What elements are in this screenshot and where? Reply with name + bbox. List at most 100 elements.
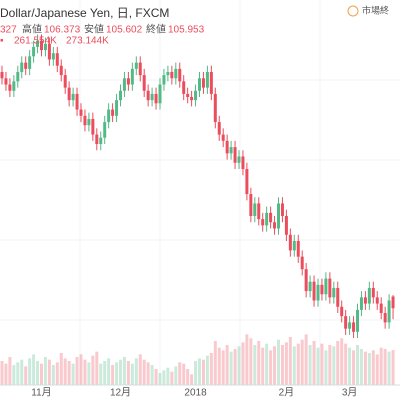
candle-body <box>75 93 79 110</box>
volume-bar <box>4 363 8 385</box>
volume-bar <box>186 369 190 385</box>
candle-body <box>182 81 186 94</box>
candle-body <box>261 219 265 226</box>
candle-body <box>344 316 348 329</box>
candle-body <box>379 303 383 314</box>
candle-body <box>71 93 75 101</box>
candle-body <box>336 287 340 307</box>
volume-bar <box>253 345 257 385</box>
candle-body <box>83 115 87 126</box>
candle-body <box>178 68 182 82</box>
volume-ma-value: 273.144K <box>66 36 109 47</box>
candle-body <box>371 287 375 298</box>
candle-body <box>233 147 237 163</box>
volume-bar <box>359 349 363 385</box>
x-axis-band <box>0 385 400 400</box>
volume-bar <box>205 355 209 385</box>
volume-bar <box>174 366 178 385</box>
volume-bar <box>201 359 205 385</box>
candle-body <box>130 68 134 85</box>
candle-body <box>205 71 209 88</box>
candle-body <box>40 40 43 51</box>
volume-bar <box>280 345 284 385</box>
volume-bar <box>36 361 40 385</box>
candle-body <box>51 53 55 60</box>
volume-bar <box>288 337 292 385</box>
volume-bar <box>320 343 324 385</box>
candle-body <box>356 309 359 332</box>
high-value: 106.373 <box>44 25 81 36</box>
volume-bar <box>0 361 4 385</box>
candle-body <box>312 281 316 301</box>
volume-bar <box>348 347 352 385</box>
candle-body <box>134 62 138 69</box>
volume-bar <box>356 345 359 385</box>
candle-body <box>328 278 332 298</box>
grid <box>0 0 400 385</box>
volume-bar <box>221 350 225 385</box>
candle-body <box>158 84 162 104</box>
volume-bar <box>383 349 387 385</box>
volume-bar <box>217 347 221 385</box>
candle-body <box>162 75 166 85</box>
volume-bar <box>292 346 296 385</box>
candle-body <box>209 71 213 94</box>
candle-body <box>391 296 395 309</box>
volume-bar <box>328 345 332 385</box>
candle-body <box>363 297 367 304</box>
candle-body <box>186 93 190 98</box>
volume-bar <box>154 369 158 385</box>
volume-bar <box>95 351 99 385</box>
volume-bar <box>249 338 253 385</box>
volume-bar <box>209 353 213 385</box>
volume-bar <box>158 373 162 385</box>
volume-bar <box>162 370 166 385</box>
volume-bar <box>269 350 273 385</box>
volume-bar <box>20 359 24 385</box>
volume-bar <box>43 357 47 385</box>
candle-body <box>20 62 24 72</box>
volume-bar <box>344 343 348 385</box>
candle-body <box>150 93 154 101</box>
volume-legend-marker: ▪ <box>0 36 4 47</box>
candle-body <box>174 68 178 79</box>
candle-body <box>0 71 4 79</box>
volume-bar <box>91 355 95 385</box>
candle-body <box>170 71 174 79</box>
candle-body <box>304 269 308 292</box>
volume-bar <box>130 363 134 385</box>
volume-bar <box>12 365 16 385</box>
candle-body <box>359 297 363 310</box>
volume-bar <box>312 341 316 385</box>
volume-bar <box>257 341 261 385</box>
volume-bar <box>83 359 87 385</box>
candle-body <box>316 284 320 301</box>
candle-body <box>67 87 71 101</box>
volume-bar <box>51 365 55 385</box>
candle-body <box>225 140 229 154</box>
volume-bar <box>178 362 182 385</box>
candle-body <box>213 93 217 123</box>
low-value: 105.602 <box>106 25 143 36</box>
open-fragment: 327 <box>0 25 17 36</box>
volume-bar <box>32 354 36 385</box>
x-tick-label: 11月 <box>31 387 51 399</box>
candle-body <box>340 306 344 317</box>
volume-bar <box>103 361 107 385</box>
candle-body <box>221 134 225 141</box>
candle-body <box>332 287 336 298</box>
volume-bar <box>126 361 130 385</box>
volume-bar <box>225 345 229 385</box>
candle-body <box>201 78 205 88</box>
volume-bar <box>8 357 12 385</box>
volume-bar <box>304 334 308 385</box>
volume-bar <box>63 358 67 385</box>
candle-body <box>265 212 269 226</box>
candle-body <box>296 241 300 257</box>
candle-body <box>292 241 296 251</box>
volume-bar <box>265 343 269 385</box>
candle-body <box>107 109 111 123</box>
volume-bar <box>233 349 237 385</box>
volume-bar <box>40 363 43 385</box>
x-tick-label: 12月 <box>110 387 131 399</box>
